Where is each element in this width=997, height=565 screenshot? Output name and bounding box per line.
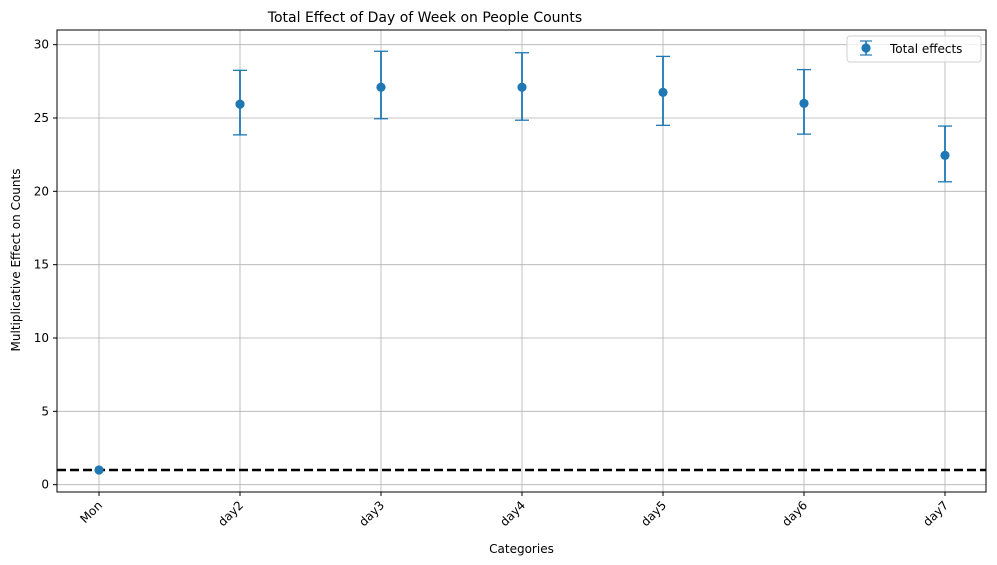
- x-tick-label: day7: [920, 498, 951, 529]
- x-tick-label: day4: [497, 498, 528, 529]
- data-point: [517, 82, 527, 92]
- x-tick-label: day3: [356, 498, 387, 529]
- y-tick-label: 25: [34, 111, 49, 125]
- y-axis-label: Multiplicative Effect on Counts: [9, 169, 23, 352]
- data-point: [658, 87, 668, 97]
- data-point: [940, 150, 950, 160]
- y-tick-label: 20: [34, 184, 49, 198]
- legend: Total effects: [846, 35, 982, 63]
- x-tick-label: day2: [215, 498, 246, 529]
- ticks: 0 5 10 15 20 25 30 Mon day2 day3 day4 day5 day6 day7: [34, 38, 951, 529]
- chart-title: Total Effect of Day of Week on People Co…: [267, 10, 582, 26]
- y-tick-label: 0: [41, 478, 49, 492]
- data-point: [235, 99, 245, 109]
- legend-box: [846, 35, 982, 63]
- data-point: [94, 465, 104, 475]
- y-tick-label: 5: [41, 404, 49, 418]
- x-tick-label: day5: [638, 498, 669, 529]
- y-tick-label: 30: [34, 38, 49, 52]
- y-tick-label: 10: [34, 331, 49, 345]
- data-layer: [94, 50, 952, 475]
- legend-label: Total effects: [889, 42, 962, 56]
- x-axis-label: Categories: [489, 542, 554, 556]
- legend-point: [861, 43, 871, 53]
- x-tick-label: day6: [779, 498, 810, 529]
- legend-marker: [860, 40, 872, 56]
- data-point: [376, 82, 386, 92]
- y-tick-label: 15: [34, 258, 49, 272]
- x-tick-label: Mon: [77, 498, 105, 526]
- data-point: [799, 98, 809, 108]
